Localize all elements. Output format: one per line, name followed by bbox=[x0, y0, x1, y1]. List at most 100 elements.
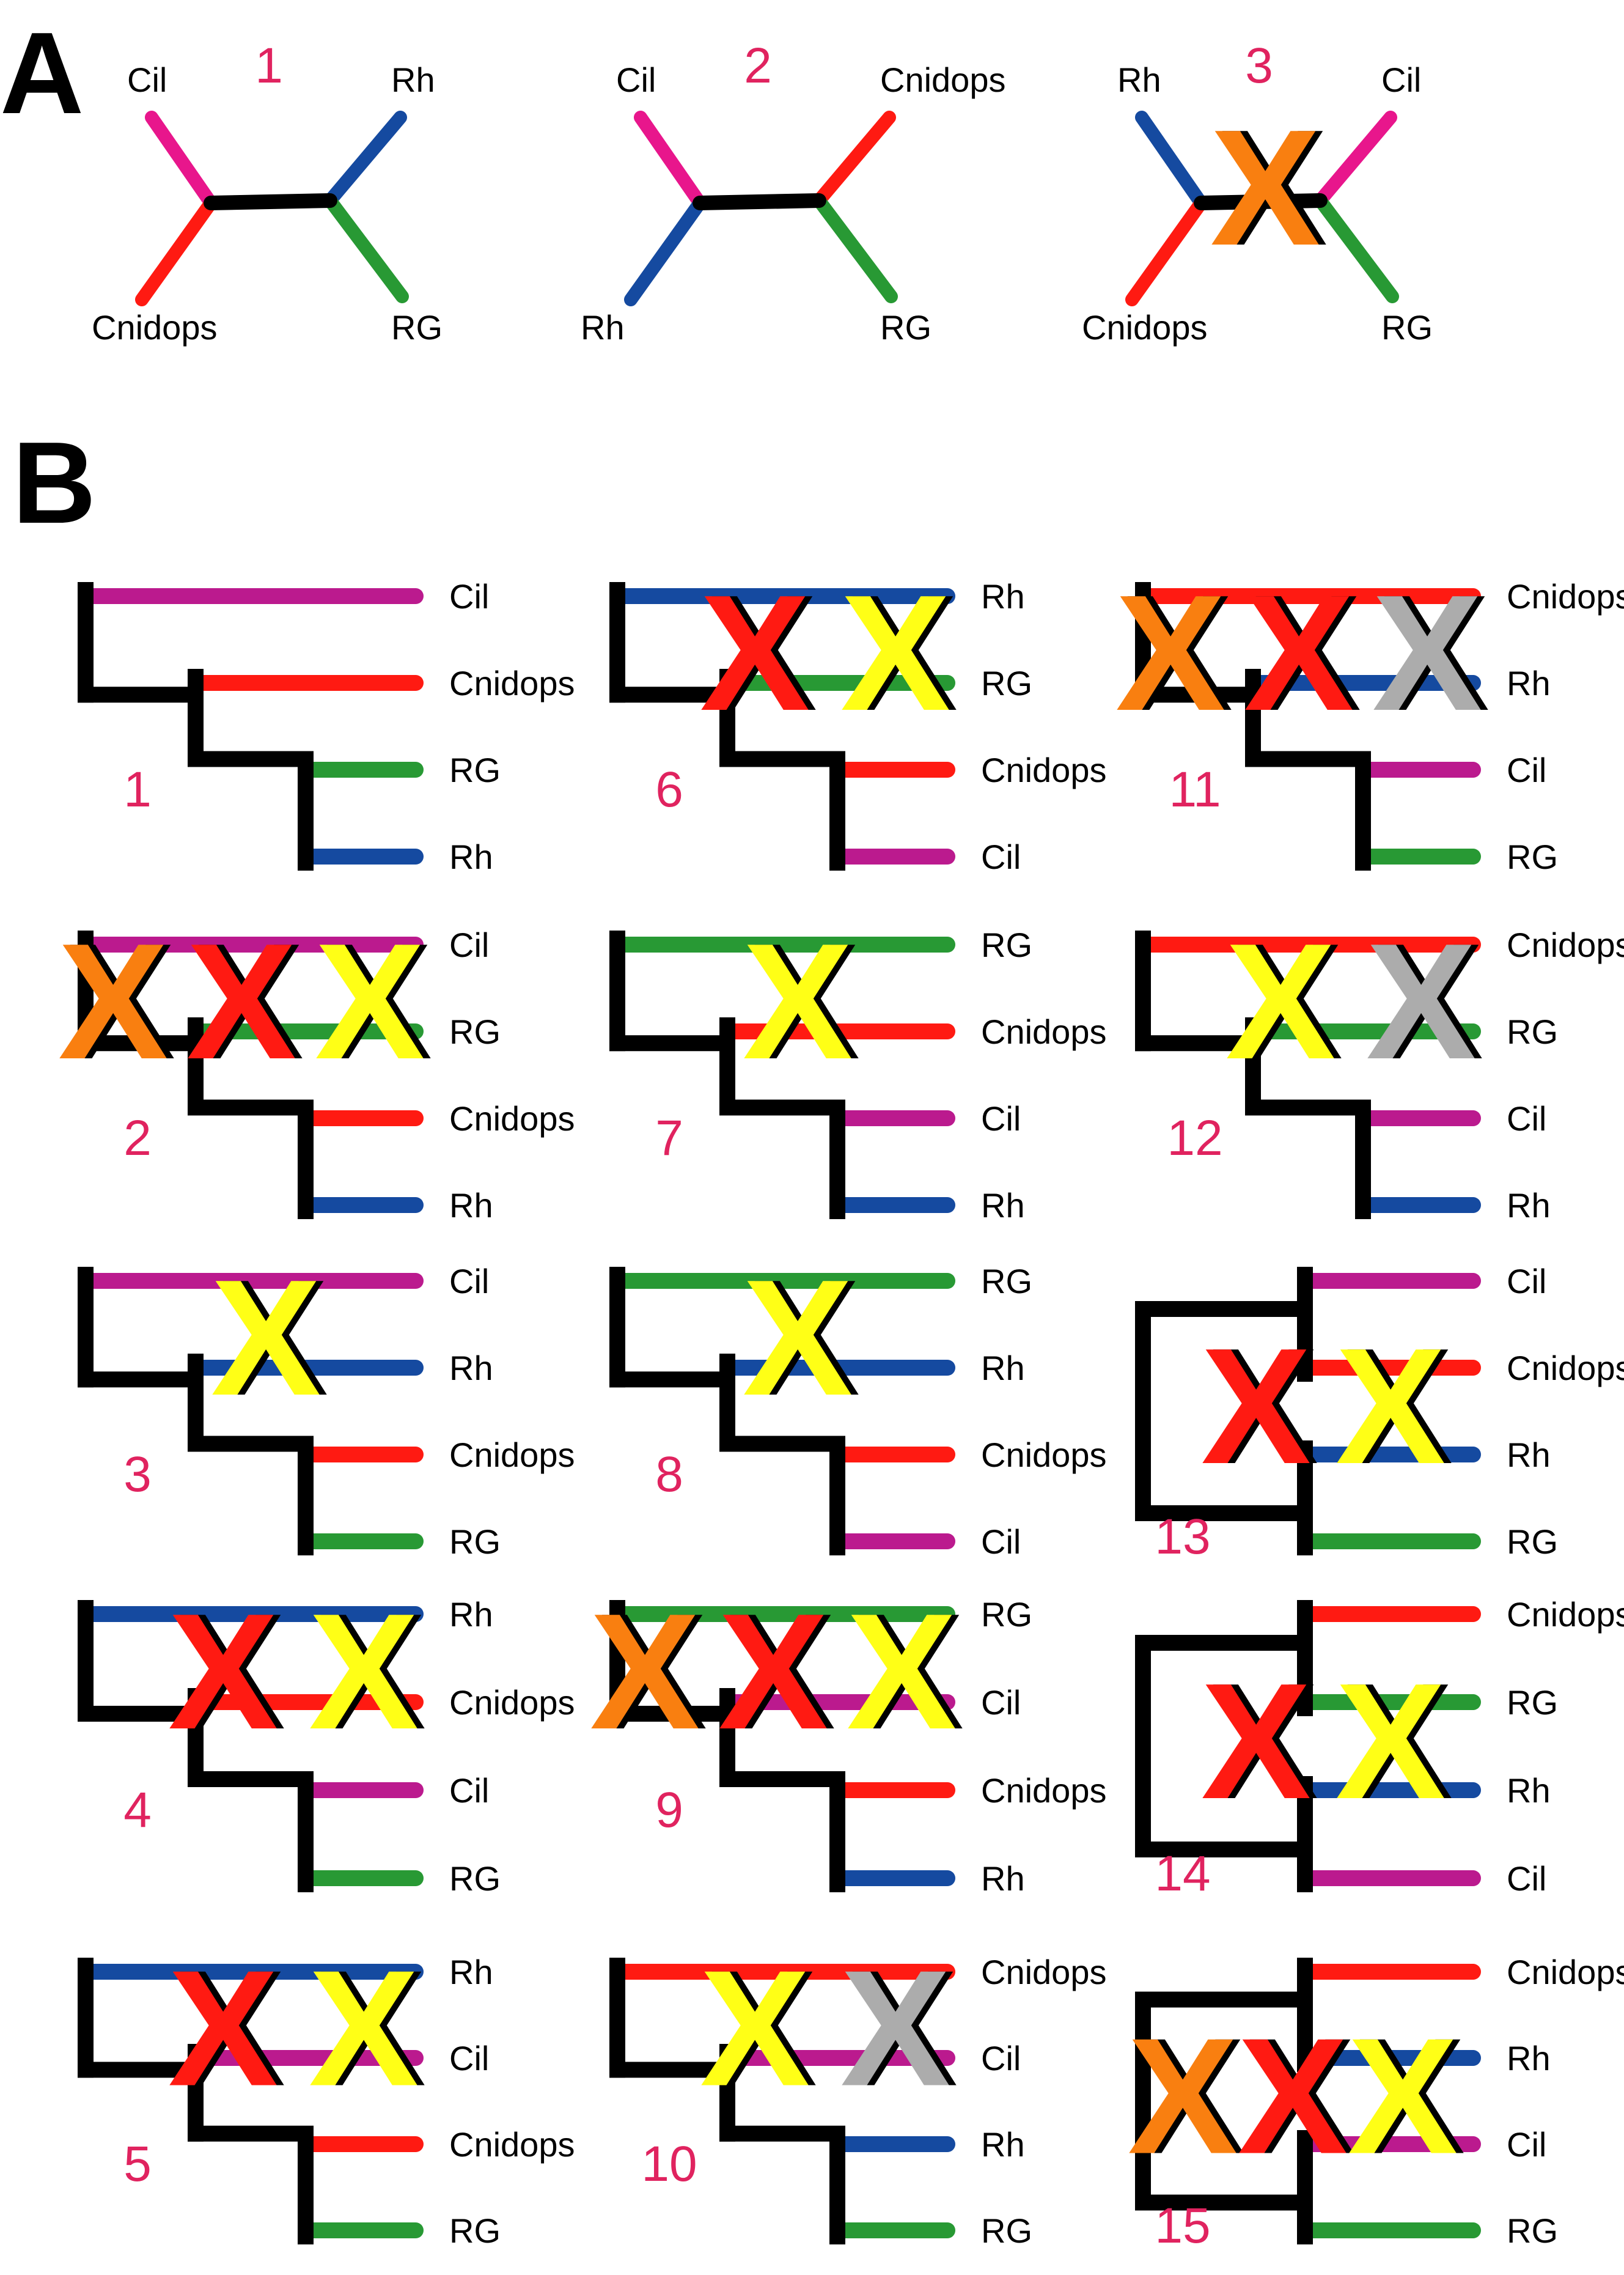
tree-number: 14 bbox=[1155, 1846, 1210, 1901]
leaf-label-cil: Cil bbox=[1507, 2125, 1546, 2164]
leaf-label-rg: RG bbox=[1507, 1522, 1558, 1561]
tree-number: 3 bbox=[123, 1447, 152, 1502]
x-mark-yellow-shadow: X bbox=[316, 1580, 427, 1764]
tree-number: 13 bbox=[1155, 1509, 1210, 1565]
tree-number: 8 bbox=[655, 1447, 683, 1502]
branch-cnidops bbox=[135, 196, 218, 306]
leaf-label-cil: Cil bbox=[1507, 751, 1546, 789]
x-mark-yellow-glyph: X bbox=[1336, 1650, 1446, 1834]
leaf-label-cnidops: Cnidops bbox=[981, 1953, 1106, 1991]
x-mark-yellow-glyph: X bbox=[847, 1580, 957, 1764]
x-mark-red: XX bbox=[168, 1580, 286, 1764]
x-mark-orange-shadow: X bbox=[1218, 96, 1328, 280]
leaf-label-rh: Rh bbox=[1507, 1436, 1551, 1474]
x-mark-yellow-shadow: X bbox=[1355, 2005, 1466, 2189]
leaf-label-cil: Cil bbox=[1507, 1859, 1546, 1898]
leaf-label-cnidops: Cnidops bbox=[981, 1771, 1106, 1810]
x-mark-orange-shadow: X bbox=[1135, 2005, 1246, 2189]
x-mark-yellow-glyph: X bbox=[700, 1937, 810, 2121]
x-mark-red-shadow: X bbox=[726, 1580, 836, 1764]
leaf-label-cil: Cil bbox=[981, 1522, 1021, 1561]
rooted-tree-14: 14 XX XX Cnidops RG Rh Cil bbox=[1135, 1595, 1624, 1901]
x-mark-orange: XX bbox=[58, 910, 176, 1094]
x-mark-yellow-glyph: X bbox=[309, 1937, 419, 2121]
leaf-label-rg: RG bbox=[981, 926, 1032, 964]
x-mark-yellow-glyph: X bbox=[840, 561, 951, 745]
leaf-label-rg: RG bbox=[449, 751, 501, 789]
tree-number: 12 bbox=[1167, 1110, 1222, 1166]
x-mark-red: XX bbox=[1201, 1314, 1319, 1499]
leaf-label-cnidops: Cnidops bbox=[1507, 1349, 1624, 1387]
x-mark-yellow: XX bbox=[1336, 1650, 1453, 1834]
x-mark-orange-glyph: X bbox=[1115, 561, 1226, 745]
leaf-label-rg: RG bbox=[981, 2211, 1032, 2250]
tree-number: 7 bbox=[655, 1110, 683, 1166]
tree-number: 15 bbox=[1155, 2198, 1210, 2254]
leaf-label-cil: Cil bbox=[1507, 1262, 1546, 1300]
x-mark-yellow-glyph: X bbox=[1225, 910, 1336, 1094]
x-mark-gray-shadow: X bbox=[848, 1937, 958, 2121]
leaf-label-cnidops: Cnidops bbox=[981, 751, 1106, 789]
tree-number: 2 bbox=[123, 1110, 152, 1166]
leaf-label-rh: Rh bbox=[1507, 664, 1551, 702]
unrooted-tree-3: Rh Cnidops Cil RG 3XX bbox=[1082, 38, 1433, 347]
x-mark-orange: XX bbox=[590, 1580, 708, 1764]
branch-cil bbox=[145, 111, 218, 210]
leaf-label-rg: RG bbox=[981, 664, 1032, 702]
leaf-label-cnidops: Cnidops bbox=[1507, 1953, 1624, 1991]
leaf-label-cnidops: Cnidops bbox=[1507, 1595, 1624, 1634]
leaf-label-rg: RG bbox=[880, 308, 931, 347]
leaf-label-rh: Rh bbox=[449, 1349, 493, 1387]
x-mark-red: XX bbox=[1201, 1650, 1319, 1834]
leaf-label-cil: Cil bbox=[1381, 61, 1421, 99]
leaf-label-rg: RG bbox=[449, 1859, 501, 1898]
leaf-label-rg: RG bbox=[1507, 1683, 1558, 1722]
x-mark-yellow-shadow: X bbox=[1233, 910, 1343, 1094]
tree-number: 3 bbox=[1245, 38, 1273, 94]
panel-label-b: B bbox=[12, 418, 96, 548]
branch-rg bbox=[812, 194, 898, 303]
x-mark-red: XX bbox=[186, 910, 304, 1094]
leaf-label-cnidops: Cnidops bbox=[449, 2125, 575, 2164]
leaf-label-cil: Cil bbox=[449, 2039, 489, 2078]
x-mark-yellow: XX bbox=[1225, 910, 1343, 1094]
leaf-label-rh: Rh bbox=[391, 61, 435, 99]
leaf-label-rg: RG bbox=[1381, 308, 1433, 347]
leaf-label-rg: RG bbox=[449, 1522, 501, 1561]
branch-cil bbox=[634, 111, 707, 210]
x-mark-gray: XX bbox=[840, 1937, 958, 2121]
x-mark-orange: XX bbox=[1115, 561, 1233, 745]
x-mark-yellow-glyph: X bbox=[1336, 1314, 1446, 1499]
leaf-label-rh: Rh bbox=[1507, 1186, 1551, 1225]
tree-number: 9 bbox=[655, 1782, 683, 1838]
x-mark-gray-glyph: X bbox=[840, 1937, 951, 2121]
x-mark-yellow: XX bbox=[309, 1937, 427, 2121]
x-mark-yellow: XX bbox=[700, 1937, 818, 2121]
x-mark-red-glyph: X bbox=[1201, 1650, 1312, 1834]
x-mark-red-glyph: X bbox=[1244, 561, 1354, 745]
leaf-label-rg: RG bbox=[391, 308, 443, 347]
x-mark-yellow-glyph: X bbox=[743, 1246, 853, 1430]
x-mark-red-glyph: X bbox=[1238, 2005, 1348, 2189]
leaf-label-rh: Rh bbox=[449, 1953, 493, 1991]
x-mark-yellow: XX bbox=[1348, 2005, 1466, 2189]
x-mark-orange-glyph: X bbox=[1210, 96, 1321, 280]
x-mark-yellow-glyph: X bbox=[743, 910, 853, 1094]
x-mark-yellow-shadow: X bbox=[848, 561, 958, 745]
leaf-label-rh: Rh bbox=[981, 1859, 1025, 1898]
leaf-label-rg: RG bbox=[981, 1595, 1032, 1634]
leaf-label-cil: Cil bbox=[981, 838, 1021, 876]
x-mark-red: XX bbox=[1244, 561, 1362, 745]
leaf-label-cnidops: Cnidops bbox=[880, 61, 1005, 99]
leaf-label-cil: Cil bbox=[616, 61, 656, 99]
leaf-label-cnidops: Cnidops bbox=[1082, 308, 1207, 347]
x-mark-yellow: XX bbox=[1336, 1314, 1453, 1499]
leaf-label-cnidops: Cnidops bbox=[1507, 577, 1624, 616]
x-mark-yellow-shadow: X bbox=[1343, 1650, 1453, 1834]
branch-rh bbox=[624, 196, 707, 306]
x-mark-red-glyph: X bbox=[700, 561, 810, 745]
rooted-tree-8: 8 XX RG Rh Cnidops Cil bbox=[609, 1246, 1106, 1561]
